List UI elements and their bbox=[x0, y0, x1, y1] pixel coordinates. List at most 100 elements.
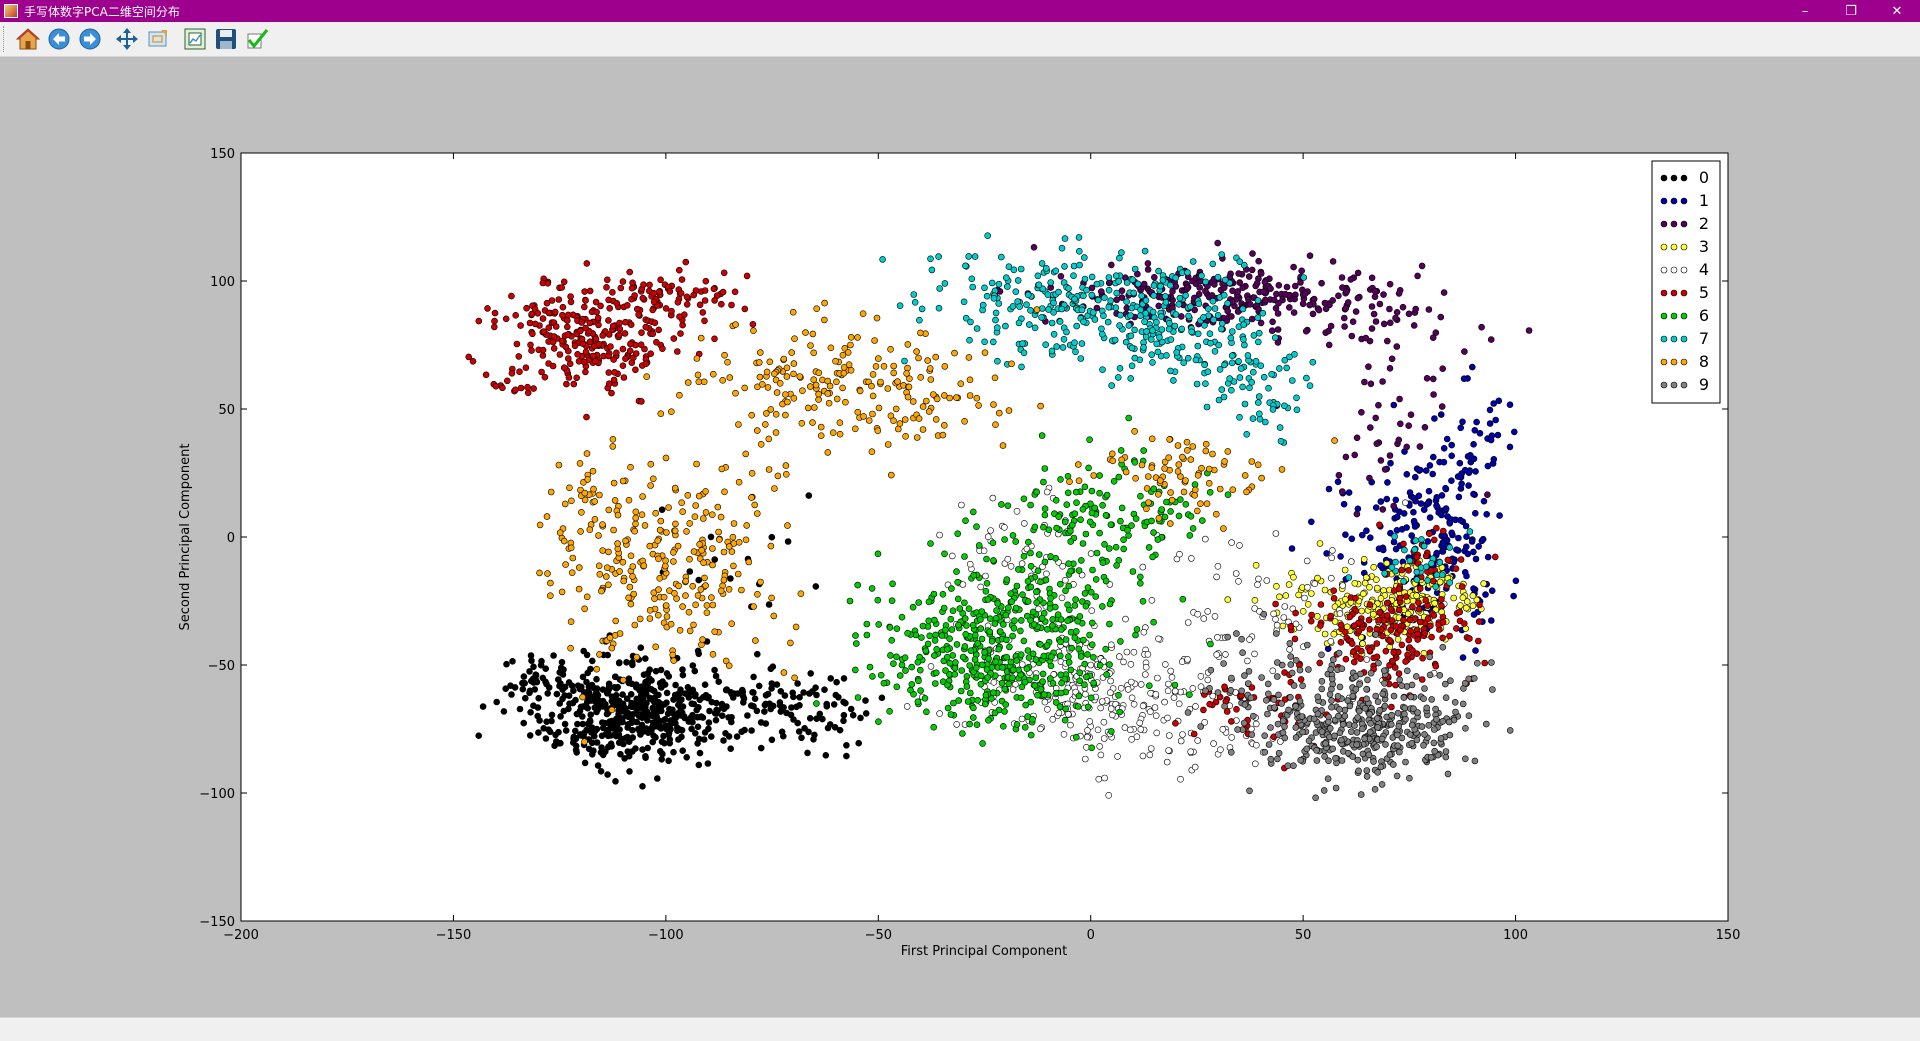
data-point bbox=[1067, 567, 1074, 575]
data-point bbox=[1370, 310, 1378, 318]
data-point bbox=[1393, 343, 1401, 350]
data-point bbox=[1001, 685, 1009, 693]
data-point bbox=[1190, 730, 1198, 738]
x-tick-label: 100 bbox=[1503, 928, 1528, 943]
forward-button[interactable] bbox=[76, 25, 104, 53]
data-point bbox=[1165, 680, 1172, 688]
data-point bbox=[699, 515, 707, 522]
data-point bbox=[789, 308, 797, 316]
data-point bbox=[990, 557, 997, 564]
data-point bbox=[997, 253, 1005, 261]
data-point bbox=[615, 739, 623, 747]
data-point bbox=[1088, 291, 1096, 299]
data-point bbox=[1274, 326, 1282, 333]
data-point bbox=[1139, 563, 1147, 571]
data-point bbox=[1002, 611, 1010, 619]
data-point bbox=[1107, 521, 1115, 529]
data-point bbox=[1402, 658, 1409, 665]
data-point bbox=[1222, 276, 1229, 284]
data-point bbox=[1152, 690, 1160, 698]
data-point bbox=[1163, 498, 1170, 506]
data-point bbox=[1134, 280, 1142, 288]
data-point bbox=[1354, 294, 1362, 302]
data-point bbox=[1292, 282, 1299, 290]
data-point bbox=[1197, 672, 1205, 680]
data-point bbox=[1406, 616, 1414, 624]
data-point bbox=[1397, 626, 1404, 634]
data-point bbox=[1446, 731, 1454, 739]
data-point bbox=[875, 718, 882, 726]
restore-button[interactable]: ❐ bbox=[1845, 3, 1857, 19]
data-point bbox=[1026, 321, 1033, 328]
data-point bbox=[766, 358, 774, 366]
data-point bbox=[641, 713, 649, 720]
data-point bbox=[1406, 557, 1414, 565]
data-point bbox=[1018, 683, 1026, 691]
data-point bbox=[625, 675, 633, 683]
data-point bbox=[1224, 300, 1231, 307]
data-point bbox=[826, 721, 834, 728]
data-point bbox=[940, 604, 948, 612]
data-point bbox=[1009, 303, 1017, 310]
data-point bbox=[1461, 348, 1468, 355]
home-button[interactable] bbox=[14, 25, 42, 53]
data-point bbox=[1476, 429, 1484, 437]
data-point bbox=[1437, 735, 1445, 742]
data-point bbox=[663, 725, 670, 733]
data-point bbox=[694, 647, 702, 655]
data-point bbox=[1378, 735, 1386, 743]
subplots-button[interactable] bbox=[181, 25, 209, 53]
data-point bbox=[787, 711, 795, 719]
data-point bbox=[1398, 641, 1406, 649]
data-point bbox=[548, 711, 556, 719]
data-point bbox=[914, 658, 922, 666]
data-point bbox=[1413, 650, 1421, 658]
data-point bbox=[1422, 596, 1430, 604]
data-point bbox=[896, 302, 904, 309]
zoom-button[interactable] bbox=[144, 25, 172, 53]
data-point bbox=[694, 723, 702, 731]
data-point bbox=[833, 395, 841, 403]
data-point bbox=[1091, 504, 1099, 512]
data-point bbox=[1062, 576, 1069, 584]
back-button[interactable] bbox=[45, 25, 73, 53]
data-point bbox=[904, 393, 912, 401]
scatter-chart[interactable]: −200 −150 −100 −50 0 50 100 150 −150−100−500501… bbox=[0, 56, 1920, 1017]
data-point bbox=[1063, 328, 1070, 336]
edit-button[interactable] bbox=[243, 25, 271, 53]
close-button[interactable]: ✕ bbox=[1891, 3, 1903, 19]
data-point bbox=[875, 404, 883, 412]
data-point bbox=[1465, 712, 1473, 720]
data-point bbox=[578, 713, 586, 720]
plot-area[interactable] bbox=[241, 153, 1728, 921]
data-point bbox=[1325, 485, 1333, 493]
data-point bbox=[682, 592, 689, 599]
data-point bbox=[668, 307, 675, 315]
data-point bbox=[1049, 679, 1057, 687]
legend-marker bbox=[1680, 220, 1688, 228]
data-point bbox=[1463, 543, 1470, 551]
data-point bbox=[1438, 511, 1445, 519]
data-point bbox=[742, 536, 750, 544]
data-point bbox=[1243, 488, 1250, 496]
save-button[interactable] bbox=[212, 25, 240, 53]
data-point bbox=[1408, 721, 1416, 729]
data-point bbox=[1065, 658, 1073, 666]
data-point bbox=[1405, 566, 1412, 574]
data-point bbox=[807, 342, 814, 349]
data-point bbox=[1446, 519, 1454, 527]
data-point bbox=[679, 671, 687, 679]
data-point bbox=[904, 629, 911, 637]
data-point bbox=[1389, 657, 1396, 665]
pan-button[interactable] bbox=[113, 25, 141, 53]
data-point bbox=[1411, 523, 1419, 530]
data-point bbox=[1351, 451, 1358, 459]
minimize-button[interactable]: – bbox=[1801, 3, 1809, 19]
data-point bbox=[1373, 440, 1381, 448]
data-point bbox=[556, 669, 564, 676]
data-point bbox=[1094, 726, 1102, 734]
data-point bbox=[1388, 617, 1396, 624]
data-point bbox=[1095, 775, 1103, 783]
data-point bbox=[1269, 318, 1276, 326]
data-point bbox=[1372, 318, 1380, 325]
